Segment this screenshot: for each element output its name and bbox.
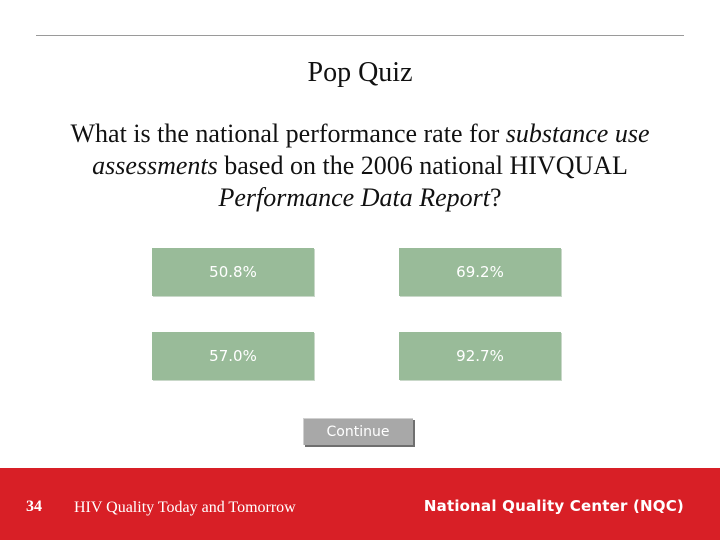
answer-option-1[interactable]: 50.8%	[152, 248, 314, 296]
answer-option-3[interactable]: 57.0%	[152, 332, 314, 380]
footer-title: HIV Quality Today and Tomorrow	[74, 499, 296, 516]
question-text-emphasis-1: substance use assessments	[92, 119, 650, 180]
continue-button[interactable]: Continue	[303, 418, 413, 445]
answer-option-2[interactable]: 69.2%	[399, 248, 561, 296]
question-text-3: ?	[489, 183, 502, 212]
question-text-emphasis-2: Performance Data Report	[218, 183, 490, 212]
slide-title: Pop Quiz	[307, 57, 413, 88]
slide-number: 34	[26, 498, 42, 515]
question-text-1: What is the national performance rate fo…	[70, 119, 506, 148]
organization-logo-text: National Quality Center (NQC)	[423, 497, 684, 515]
quiz-question: What is the national performance rate fo…	[30, 118, 690, 214]
top-divider	[36, 35, 684, 36]
question-text-2: based on the 2006 national HIVQUAL	[217, 151, 628, 180]
footer-bar: 34 HIV Quality Today and Tomorrow Nation…	[0, 468, 720, 540]
answer-option-4[interactable]: 92.7%	[399, 332, 561, 380]
